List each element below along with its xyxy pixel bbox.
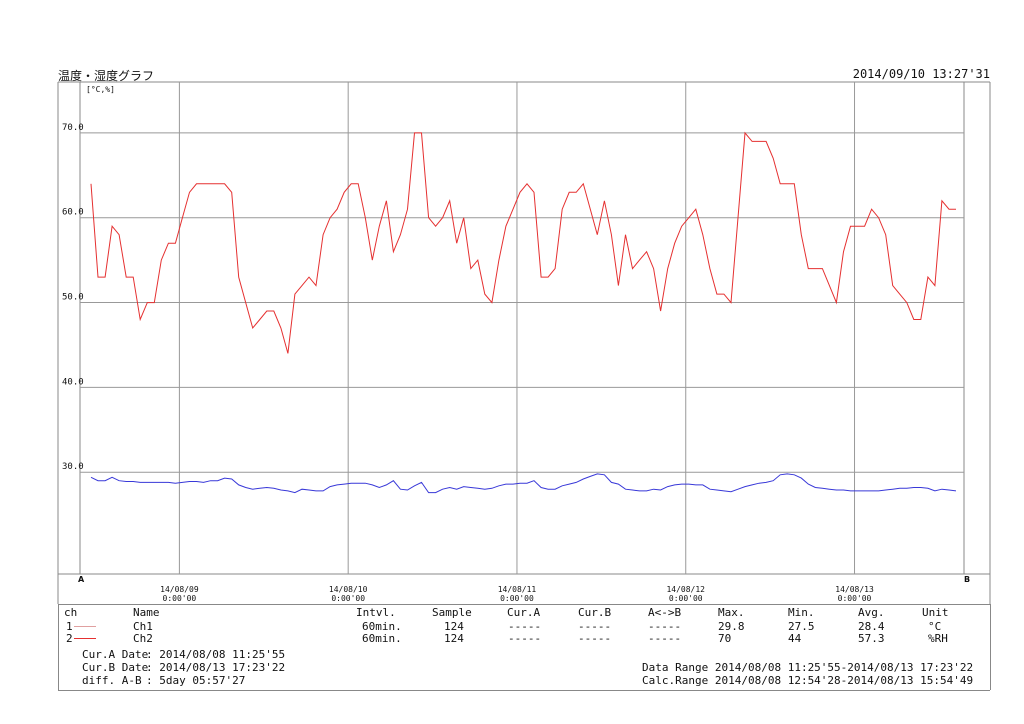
x-tick-date: 14/08/10 (329, 585, 368, 594)
row2-sample: 124 (444, 632, 464, 645)
row2-swatch (74, 638, 96, 639)
col-ch: ch (64, 606, 78, 619)
page-title: 温度・湿度グラフ (58, 69, 155, 83)
row1-cura: ----- (508, 620, 542, 633)
row2-ab: ----- (648, 632, 682, 645)
row2-curb: ----- (578, 632, 612, 645)
row1-sample: 124 (444, 620, 464, 633)
col-name: Name (133, 606, 160, 619)
x-tick-time: 0:00'00 (331, 594, 365, 603)
table-bottom-rule (58, 690, 990, 691)
curb-date-label: Cur.B Date (82, 661, 149, 674)
row1-ab: ----- (648, 620, 682, 633)
print-timestamp: 2014/09/10 13:27'31 (852, 67, 990, 81)
chart: [°C,%] 70.060.050.040.030.0 14/08/090:00… (57, 81, 991, 604)
col-min: Min. (788, 606, 815, 619)
x-tick-date: 14/08/13 (835, 585, 874, 594)
x-tick-time: 0:00'00 (163, 594, 197, 603)
row1-intvl: 60min. (362, 620, 402, 633)
row2-intvl: 60min. (362, 632, 402, 645)
x-tick-date: 14/08/11 (498, 585, 537, 594)
diff-label: diff. A-B (82, 674, 142, 687)
row2-max: 70 (718, 632, 732, 645)
row2-avg: 57.3 (858, 632, 885, 645)
x-tick-date: 14/08/12 (666, 585, 705, 594)
series-line-ch2 (90, 131, 956, 354)
row1-swatch (74, 626, 96, 627)
series-line-ch1 (90, 473, 957, 494)
row1-avg: 28.4 (858, 620, 885, 633)
row1-ch: 1 (66, 620, 73, 633)
col-avg: Avg. (858, 606, 885, 619)
y-tick-label: 60.0 (62, 208, 84, 218)
row2-min: 44 (788, 632, 802, 645)
diff-value: : 5day 05:57'27 (146, 674, 246, 687)
x-tick-time: 0:00'00 (669, 594, 703, 603)
col-ab: A<->B (648, 606, 682, 619)
data-range: Data Range 2014/08/08 11:25'55-2014/08/1… (642, 661, 974, 674)
y-tick-label: 30.0 (62, 462, 84, 472)
col-intvl: Intvl. (356, 606, 396, 619)
col-cura: Cur.A (507, 606, 541, 619)
table-right-border (990, 604, 991, 690)
row2-name: Ch2 (133, 632, 153, 645)
curb-date-value: : 2014/08/13 17:23'22 (146, 661, 286, 674)
row1-max: 29.8 (718, 620, 745, 633)
y-tick-label: 40.0 (62, 377, 84, 387)
y-tick-label: 50.0 (62, 293, 84, 303)
x-tick-time: 0:00'00 (838, 594, 872, 603)
cursor-b-label: B (964, 575, 970, 584)
row2-unit: %RH (928, 632, 948, 645)
y-tick-label: 70.0 (62, 123, 84, 133)
row1-curb: ----- (578, 620, 612, 633)
y-axis-label: [°C,%] (86, 85, 115, 94)
plot-frame (79, 81, 965, 575)
col-sample: Sample (432, 606, 472, 619)
x-tick-date: 14/08/09 (160, 585, 199, 594)
cursor-a-label: A (78, 575, 85, 584)
row2-cura: ----- (508, 632, 542, 645)
x-tick-time: 0:00'00 (500, 594, 534, 603)
row1-unit: °C (928, 620, 942, 633)
row2-ch: 2 (66, 632, 73, 645)
calc-range: Calc.Range 2014/08/08 12:54'28-2014/08/1… (642, 674, 974, 687)
table-top-rule (58, 604, 990, 605)
col-curb: Cur.B (578, 606, 612, 619)
cura-date-label: Cur.A Date (82, 648, 149, 661)
col-unit: Unit (922, 606, 949, 619)
cura-date-value: : 2014/08/08 11:25'55 (146, 648, 286, 661)
row1-min: 27.5 (788, 620, 815, 633)
col-max: Max. (718, 606, 745, 619)
row1-name: Ch1 (133, 620, 153, 633)
table-left-border (58, 604, 59, 690)
